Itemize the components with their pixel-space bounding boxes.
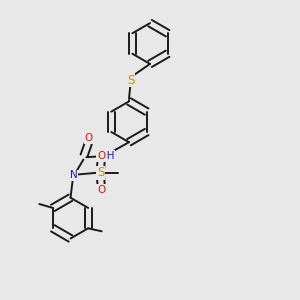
- Text: O: O: [97, 151, 105, 161]
- Text: NH: NH: [99, 151, 114, 161]
- Text: N: N: [70, 170, 77, 180]
- Text: O: O: [97, 184, 105, 195]
- Text: S: S: [127, 74, 134, 87]
- Text: S: S: [97, 166, 104, 179]
- Text: O: O: [84, 133, 93, 143]
